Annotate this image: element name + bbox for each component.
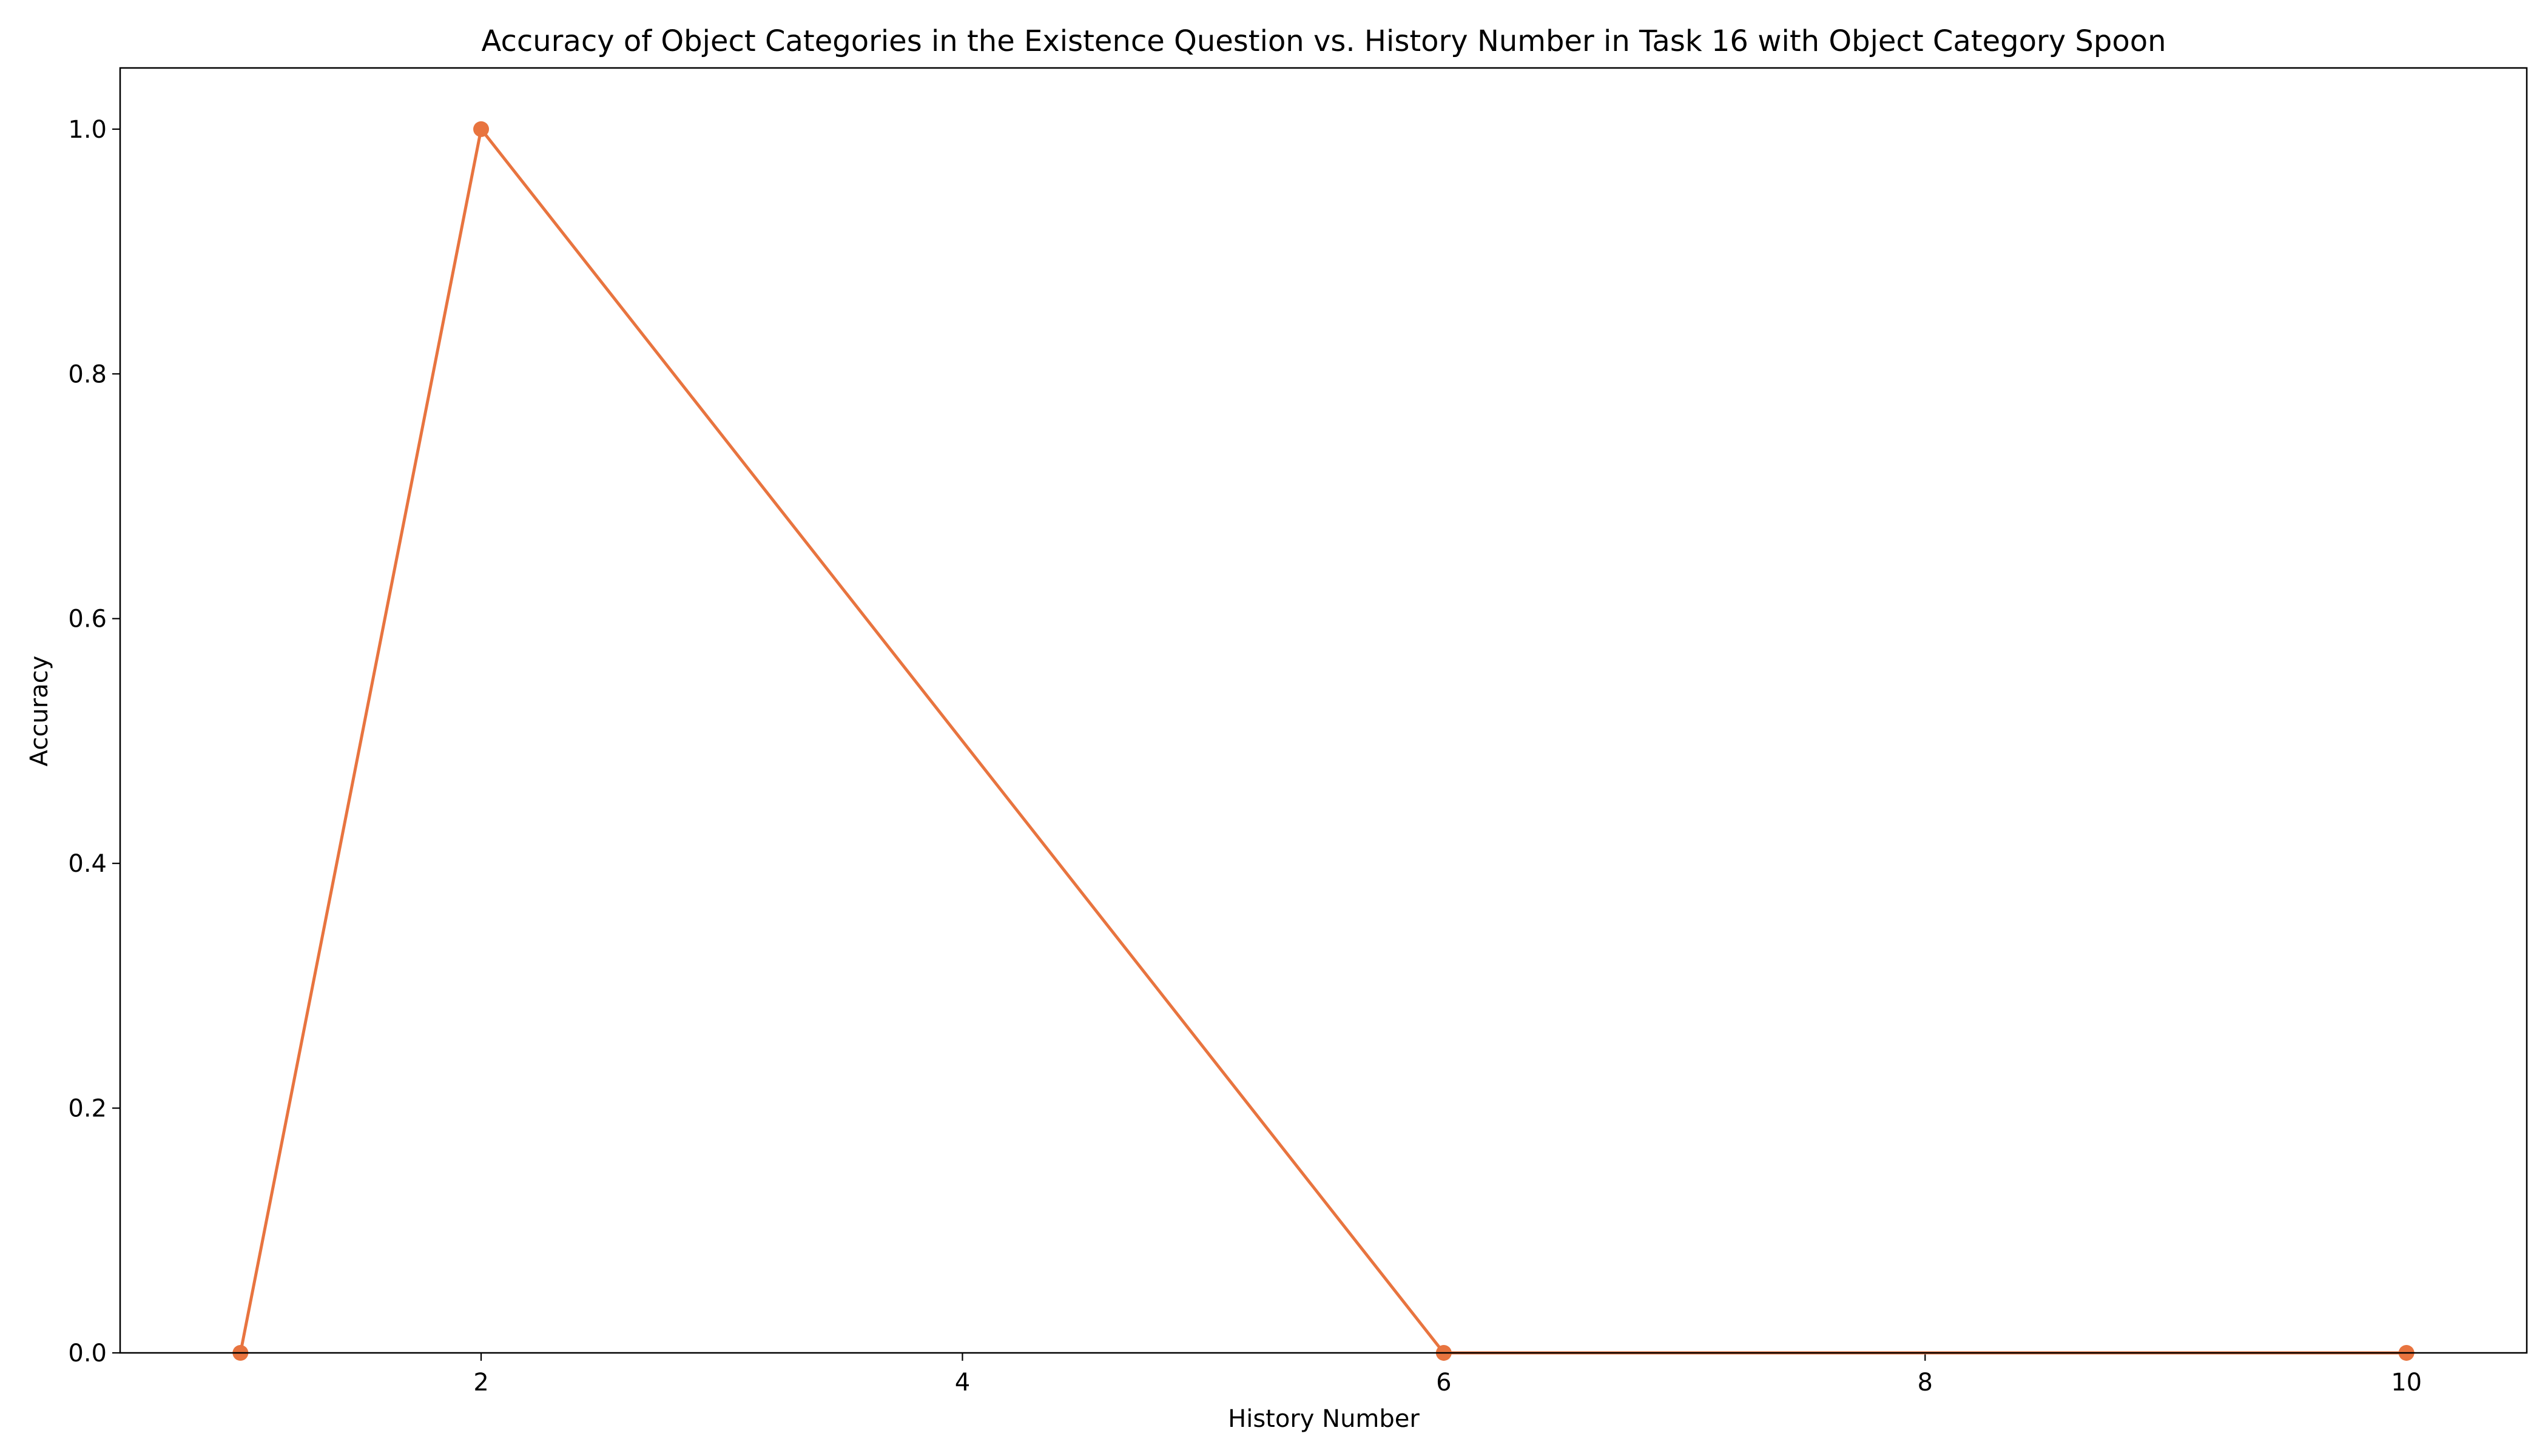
chart-title: Accuracy of Object Categories in the Exi… [481, 24, 2166, 58]
x-tick-label: 10 [2391, 1369, 2422, 1397]
x-tick-label: 2 [473, 1369, 488, 1397]
x-axis-label: History Number [1228, 1405, 1420, 1433]
y-tick-label: 1.0 [68, 116, 107, 144]
plot-area-frame [119, 67, 2528, 1354]
x-tick-label: 4 [955, 1369, 970, 1397]
y-axis-label: Accuracy [25, 656, 53, 767]
data-point [473, 121, 490, 137]
y-tick-label: 0.6 [68, 605, 107, 633]
x-tick-label: 6 [1436, 1369, 1451, 1397]
y-tick-label: 0.0 [68, 1340, 107, 1367]
y-tick-label: 0.4 [68, 850, 107, 878]
y-tick-label: 0.8 [68, 360, 107, 388]
y-axis-ticks: 0.0 0.2 0.4 0.6 0.8 1.0 [68, 116, 120, 1367]
y-tick-label: 0.2 [68, 1095, 107, 1123]
x-tick-label: 8 [1918, 1369, 1933, 1397]
x-axis-ticks: 2 4 6 8 10 [473, 1353, 2422, 1397]
